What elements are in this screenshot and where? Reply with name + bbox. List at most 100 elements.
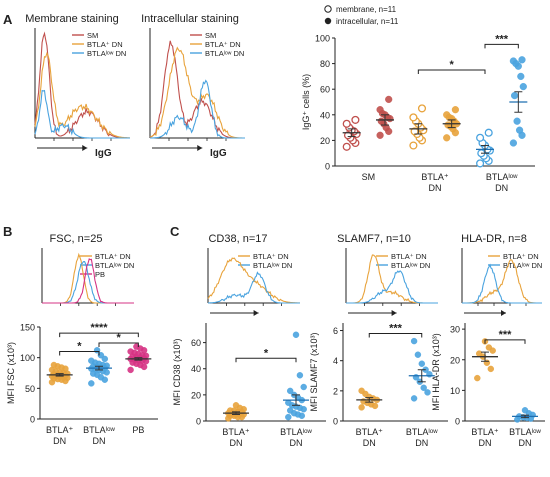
igg-point (409, 141, 418, 150)
hist-slamf7-curve-1 (346, 270, 438, 304)
igg-point (409, 113, 418, 122)
igg-xtick-label-2: DN (429, 183, 442, 193)
fsc-point (88, 380, 95, 387)
igg-significance-bracket (484, 43, 519, 49)
fsc-point (127, 348, 134, 355)
hladr-point (487, 365, 494, 373)
fsc-significance-bracket (59, 332, 139, 338)
hist-cd38-arrowhead (253, 310, 259, 316)
igg-ytick-label: 80 (320, 59, 330, 69)
hist-hladr-legend-btla-plus: BTLA⁺ DN (503, 252, 539, 261)
legend-filled-circle (324, 17, 332, 25)
igg-ytick-label: 40 (320, 110, 330, 120)
hist-hladr-arrowhead (501, 310, 506, 316)
slamf7-xtick-label: BTLAˡᵒʷ (406, 427, 438, 437)
igg-point (513, 117, 521, 125)
cd38-ytick-label: 0 (196, 417, 201, 427)
fsc-significance-bracket (98, 342, 139, 347)
igg-ytick-label: 60 (320, 85, 330, 95)
slamf7-ytick-label: 0 (333, 417, 338, 427)
igg-xtick-label: BTLA⁺ (421, 172, 449, 182)
hist-membrane-title: Membrane staining (25, 13, 119, 25)
slamf7-xtick-label-2: DN (363, 438, 376, 448)
igg-point (451, 106, 460, 114)
hladr-significance-label: *** (499, 329, 513, 341)
hist-hladr-legend-btla-low: BTLAˡᵒʷ DN (503, 261, 542, 270)
hist-intracellular-arrowhead (197, 145, 203, 151)
hist-membrane-curve-0 (34, 31, 130, 139)
igg-point (510, 91, 519, 100)
igg-xtick-label: BTLAˡᵒʷ (486, 172, 518, 182)
cd38-point (287, 387, 294, 395)
hist-intracellular-legend-sm: SM (205, 31, 216, 40)
hladr-significance-bracket (484, 339, 526, 344)
hist-slamf7-legend-btla-plus: BTLA⁺ DN (391, 252, 427, 261)
legend-open-circle (324, 5, 332, 13)
hist-cd38-curve-1 (208, 271, 300, 304)
slamf7-point (410, 395, 418, 402)
hladr-xtick-label-2: DN (479, 438, 492, 448)
igg-point (476, 159, 485, 168)
hladr-ytick-label: 0 (455, 417, 460, 427)
hist-intracellular-curve-2 (150, 79, 245, 139)
hladr-xtick-label: BTLAˡᵒʷ (509, 427, 541, 437)
hist-cd38-legend: BTLA⁺ DN BTLAˡᵒʷ DN (238, 252, 292, 270)
igg-ylabel: IgG⁺ cells (%) (301, 74, 311, 130)
igg-point (351, 115, 360, 124)
slamf7-point (358, 387, 365, 394)
slamf7-point (420, 384, 427, 391)
hist-intracellular-xlabel: IgG (210, 148, 227, 159)
hladr-ytick-label: 10 (450, 386, 460, 396)
hist-cd38-legend-btla-low: BTLAˡᵒʷ DN (253, 261, 292, 270)
hist-intracellular-title: Intracellular staining (141, 13, 239, 25)
igg-ytick-label: 20 (320, 136, 330, 146)
panel-letter-a: A (3, 12, 13, 27)
fsc-xtick-label: PB (132, 425, 144, 435)
cd38-significance-bracket (235, 357, 297, 363)
hist-membrane-curve-2 (34, 89, 130, 139)
hladr-point (485, 344, 493, 351)
fsc-point (127, 366, 134, 374)
cd38-ylabel: MFI CD38 (x10³) (172, 338, 182, 405)
hist-membrane-legend: SM BTLA⁺ DN BTLAˡᵒʷ DN (72, 31, 126, 58)
slamf7-point (414, 351, 422, 358)
cd38-ytick-label: 40 (191, 364, 201, 374)
flow-histograms (34, 28, 542, 316)
cd38-ytick-label: 20 (191, 390, 201, 400)
hist-membrane-legend-btla-low: BTLAˡᵒʷ DN (87, 49, 126, 58)
igg-xtick-label-2: DN (495, 183, 508, 193)
hist-fsc-curve-2 (42, 258, 134, 304)
hist-intracellular-legend: SM BTLA⁺ DN BTLAˡᵒʷ DN (190, 31, 244, 58)
hladr-ytick-label: 20 (450, 355, 460, 365)
igg-point (519, 82, 527, 91)
igg-point (443, 111, 451, 119)
igg-point (385, 95, 393, 104)
hist-hladr-title: HLA-DR, n=8 (461, 233, 527, 245)
slamf7-significance-bracket (368, 333, 423, 338)
hist-membrane-legend-sm: SM (87, 31, 98, 40)
hist-cd38-legend-btla-plus: BTLA⁺ DN (253, 252, 289, 261)
fsc-point (88, 357, 95, 364)
igg-point (342, 142, 351, 151)
hladr-point (474, 374, 481, 382)
hist-slamf7-arrowhead (391, 310, 397, 316)
fsc-ytick-label: 150 (20, 323, 35, 333)
hladr-ytick-label: 30 (450, 325, 460, 335)
igg-point (376, 131, 384, 139)
cd38-point (296, 372, 304, 379)
slamf7-ylabel: MFI SLAMF7 (x10³) (309, 332, 319, 411)
igg-point (509, 57, 518, 65)
slamf7-point (424, 389, 431, 396)
igg-point (515, 126, 524, 134)
cd38-point (285, 413, 292, 421)
igg-ytick-label: 100 (315, 34, 330, 44)
igg-point (518, 56, 526, 64)
igg-legend: membrane, n=11 intracellular, n=11 (324, 5, 399, 26)
panel-letter-c: C (170, 224, 180, 239)
hist-slamf7-legend-btla-low: BTLAˡᵒʷ DN (391, 261, 430, 270)
hist-membrane-arrowhead (82, 145, 88, 151)
fsc-ytick-label: 100 (20, 353, 35, 363)
slamf7-point (358, 404, 365, 411)
igg-ytick-label: 0 (325, 162, 330, 172)
